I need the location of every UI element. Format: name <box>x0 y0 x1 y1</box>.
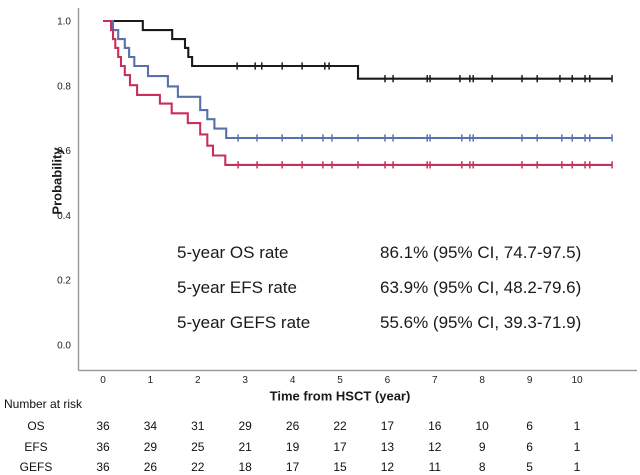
y-tick-label: 0.2 <box>57 276 71 287</box>
x-tick-label: 5 <box>337 375 343 386</box>
risk-count: 16 <box>428 419 442 433</box>
y-tick-label: 0.6 <box>57 146 71 157</box>
x-tick-label: 10 <box>571 375 583 386</box>
risk-count: 29 <box>143 440 158 454</box>
km-curve-os <box>103 19 613 80</box>
risk-count: 26 <box>143 460 158 474</box>
risk-count: 19 <box>285 440 300 454</box>
x-tick-label: 1 <box>148 375 154 386</box>
risk-count: 5 <box>526 460 533 474</box>
legend-value-gefs: 55.6% (95% CI, 39.3-71.9) <box>380 312 582 332</box>
x-tick-label: 0 <box>100 375 106 386</box>
x-tick-label: 3 <box>242 375 248 386</box>
y-axis-title: Probability <box>49 147 65 215</box>
risk-row-label: GEFS <box>19 460 53 474</box>
risk-count: 36 <box>96 419 110 433</box>
risk-count: 31 <box>191 419 205 433</box>
y-tick-label: 0.0 <box>57 341 71 352</box>
risk-count: 34 <box>143 419 158 433</box>
risk-count: 6 <box>526 419 533 433</box>
y-tick-label: 1.0 <box>57 17 71 28</box>
risk-count: 36 <box>96 460 110 474</box>
x-axis-title: Time from HSCT (year) <box>269 388 411 404</box>
risk-count: 12 <box>428 440 442 454</box>
y-tick-label: 0.8 <box>57 81 71 92</box>
risk-count: 26 <box>285 419 300 433</box>
x-tick-label: 6 <box>385 375 391 386</box>
legend-label-gefs: 5-year GEFS rate <box>177 312 311 332</box>
x-tick-label: 7 <box>432 375 438 386</box>
x-tick-label: 9 <box>527 375 533 386</box>
risk-count: 17 <box>333 440 347 454</box>
legend-label-os: 5-year OS rate <box>177 242 289 262</box>
risk-count: 1 <box>573 440 581 454</box>
x-tick-label: 2 <box>195 375 201 386</box>
risk-count: 9 <box>478 440 486 454</box>
risk-count: 17 <box>285 460 300 474</box>
risk-count: 25 <box>191 440 205 454</box>
legend-row-gefs: 5-year GEFS rate 55.6% (95% CI, 39.3-71.… <box>133 305 581 340</box>
risk-count: 6 <box>526 440 533 454</box>
risk-row-efs: EFS 36 29 25 21 19 17 13 12 9 6 1 <box>0 440 640 455</box>
risk-count: 36 <box>96 440 110 454</box>
risk-row-label: EFS <box>24 440 48 454</box>
km-curve-efs <box>103 19 613 140</box>
x-tick-label: 4 <box>290 375 296 386</box>
km-curve-gefs <box>103 19 613 166</box>
legend: 5-year OS rate 86.1% (95% CI, 74.7-97.5)… <box>133 235 581 340</box>
risk-row-gefs: GEFS 36 26 22 18 17 15 12 11 8 5 1 <box>0 460 640 475</box>
risk-count: 22 <box>333 419 347 433</box>
legend-value-efs: 63.9% (95% CI, 48.2-79.6) <box>380 277 582 297</box>
risk-count: 8 <box>478 460 486 474</box>
risk-count: 15 <box>333 460 347 474</box>
risk-count: 12 <box>380 460 395 474</box>
risk-row-os: OS 36 34 31 29 26 22 17 16 10 6 1 <box>0 419 640 434</box>
risk-count: 1 <box>573 419 581 433</box>
risk-count: 29 <box>238 419 252 433</box>
legend-row-os: 5-year OS rate 86.1% (95% CI, 74.7-97.5) <box>133 235 581 270</box>
risk-count: 10 <box>475 419 489 433</box>
legend-value-os: 86.1% (95% CI, 74.7-97.5) <box>380 242 582 262</box>
risk-count: 22 <box>191 460 205 474</box>
risk-count: 17 <box>380 419 395 433</box>
legend-row-efs: 5-year EFS rate 63.9% (95% CI, 48.2-79.6… <box>133 270 581 305</box>
risk-row-label: OS <box>27 419 45 433</box>
y-tick-label: 0.4 <box>57 211 71 222</box>
risk-count: 1 <box>573 460 581 474</box>
x-tick-label: 8 <box>479 375 485 386</box>
risk-count: 13 <box>380 440 395 454</box>
legend-label-efs: 5-year EFS rate <box>177 277 297 297</box>
number-at-risk-title: Number at risk <box>4 397 83 411</box>
risk-count: 21 <box>238 440 252 454</box>
risk-count: 18 <box>238 460 252 474</box>
risk-count: 11 <box>428 460 442 474</box>
